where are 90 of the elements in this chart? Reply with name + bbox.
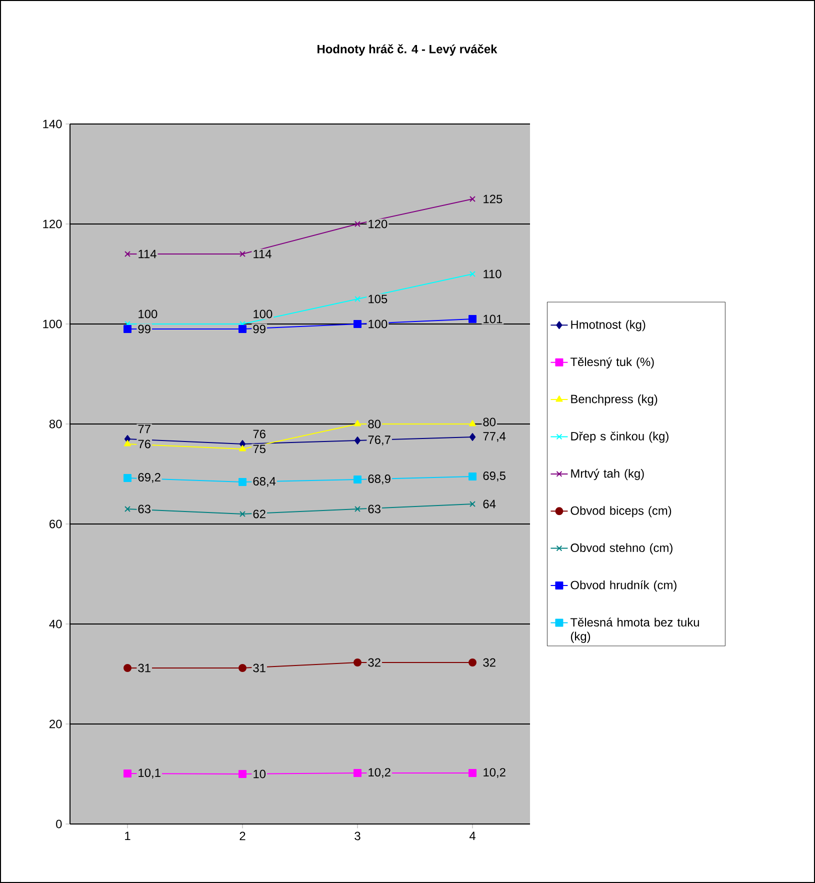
data-label: 100 — [254, 310, 272, 318]
legend-label: Obvod hrudník (cm) — [570, 580, 676, 592]
data-label: 120 — [368, 220, 388, 228]
data-label: 114 — [138, 250, 156, 258]
point — [124, 251, 130, 257]
data-label: 32 — [368, 658, 380, 667]
data-label: 76,7 — [368, 436, 390, 446]
point — [354, 769, 362, 777]
point — [124, 664, 132, 672]
data-label: 68,9 — [368, 474, 390, 484]
data-label: 69,5 — [483, 472, 506, 482]
point — [238, 478, 247, 486]
x-tick-label: 4 — [469, 832, 476, 840]
point — [124, 474, 132, 482]
x-tick-label: 1 — [125, 832, 130, 840]
point — [354, 296, 360, 302]
point — [468, 420, 476, 426]
data-label: 32 — [483, 658, 496, 667]
data-label: 99 — [253, 324, 266, 334]
data-label: 69,2 — [138, 473, 160, 483]
data-label: 62 — [253, 510, 266, 518]
point — [240, 511, 246, 517]
data-label: 76 — [138, 440, 150, 448]
point — [468, 472, 477, 480]
y-tick-label: 0 — [56, 820, 62, 828]
data-label: 75 — [253, 444, 266, 454]
y-tick-label: 80 — [49, 420, 62, 428]
legend-label: Obvod stehno (cm) — [570, 543, 672, 554]
y-tick-label: 120 — [43, 220, 62, 228]
point — [124, 440, 132, 446]
legend-label: Dřep s činkou (kg) — [571, 432, 668, 443]
data-label: 10,2 — [484, 768, 506, 778]
data-label: 110 — [484, 270, 502, 278]
data-label: 100 — [368, 320, 388, 328]
y-tick-label: 20 — [50, 720, 62, 728]
point — [238, 444, 246, 452]
data-label: 10,1 — [138, 768, 160, 778]
data-label: 105 — [368, 294, 388, 304]
data-label: 80 — [483, 418, 496, 426]
point — [468, 314, 477, 323]
data-label: 10,2 — [368, 768, 390, 778]
point — [354, 436, 361, 444]
data-label: 68,4 — [253, 477, 276, 487]
point — [354, 320, 362, 328]
y-tick-label: 40 — [49, 620, 62, 628]
data-label: 99 — [138, 324, 150, 334]
y-tick-label: 60 — [50, 520, 62, 528]
data-label: 125 — [484, 194, 502, 204]
legend-label: Mrtvý tah (kg) — [571, 468, 644, 480]
data-label: 77 — [138, 424, 150, 434]
point — [470, 501, 476, 507]
point — [124, 506, 130, 512]
chart-title: Hodnoty hráč č. 4 - Levý rváček — [318, 44, 498, 56]
point — [469, 432, 476, 441]
point — [354, 475, 362, 484]
point — [238, 324, 247, 333]
point — [468, 769, 477, 777]
point — [470, 196, 476, 202]
data-label: 77,4 — [483, 432, 506, 442]
point — [354, 221, 360, 227]
data-label: 63 — [138, 504, 150, 514]
point — [354, 420, 362, 426]
legend-label: Hmotnost (kg) — [571, 320, 646, 332]
data-label: 64 — [483, 500, 496, 508]
data-label: 101 — [484, 314, 502, 324]
data-label: 100 — [138, 310, 158, 318]
data-label: 10 — [254, 770, 266, 778]
x-tick-label: 2 — [240, 832, 246, 840]
y-tick-label: 100 — [43, 320, 62, 328]
point — [124, 324, 132, 333]
point — [354, 506, 360, 512]
point — [124, 770, 132, 778]
data-label: 80 — [368, 420, 381, 428]
data-label: 31 — [253, 664, 266, 672]
y-tick-label: 140 — [43, 120, 62, 128]
point — [238, 770, 247, 778]
x-tick-label: 3 — [354, 832, 360, 840]
legend-label: Tělesný tuk (%) — [570, 357, 654, 368]
point — [470, 271, 476, 277]
point — [240, 251, 246, 257]
data-label: 76 — [253, 430, 266, 438]
data-label: 63 — [368, 504, 380, 514]
data-label: 114 — [254, 250, 272, 258]
point — [354, 658, 362, 666]
data-label: 31 — [138, 664, 150, 672]
legend-label: Benchpress (kg) — [571, 394, 658, 406]
point — [238, 664, 247, 672]
point — [468, 658, 477, 666]
legend-label: Obvod biceps (cm) — [570, 506, 672, 518]
legend-label: Tělesná hmota bez tuku (kg) — [570, 618, 699, 643]
